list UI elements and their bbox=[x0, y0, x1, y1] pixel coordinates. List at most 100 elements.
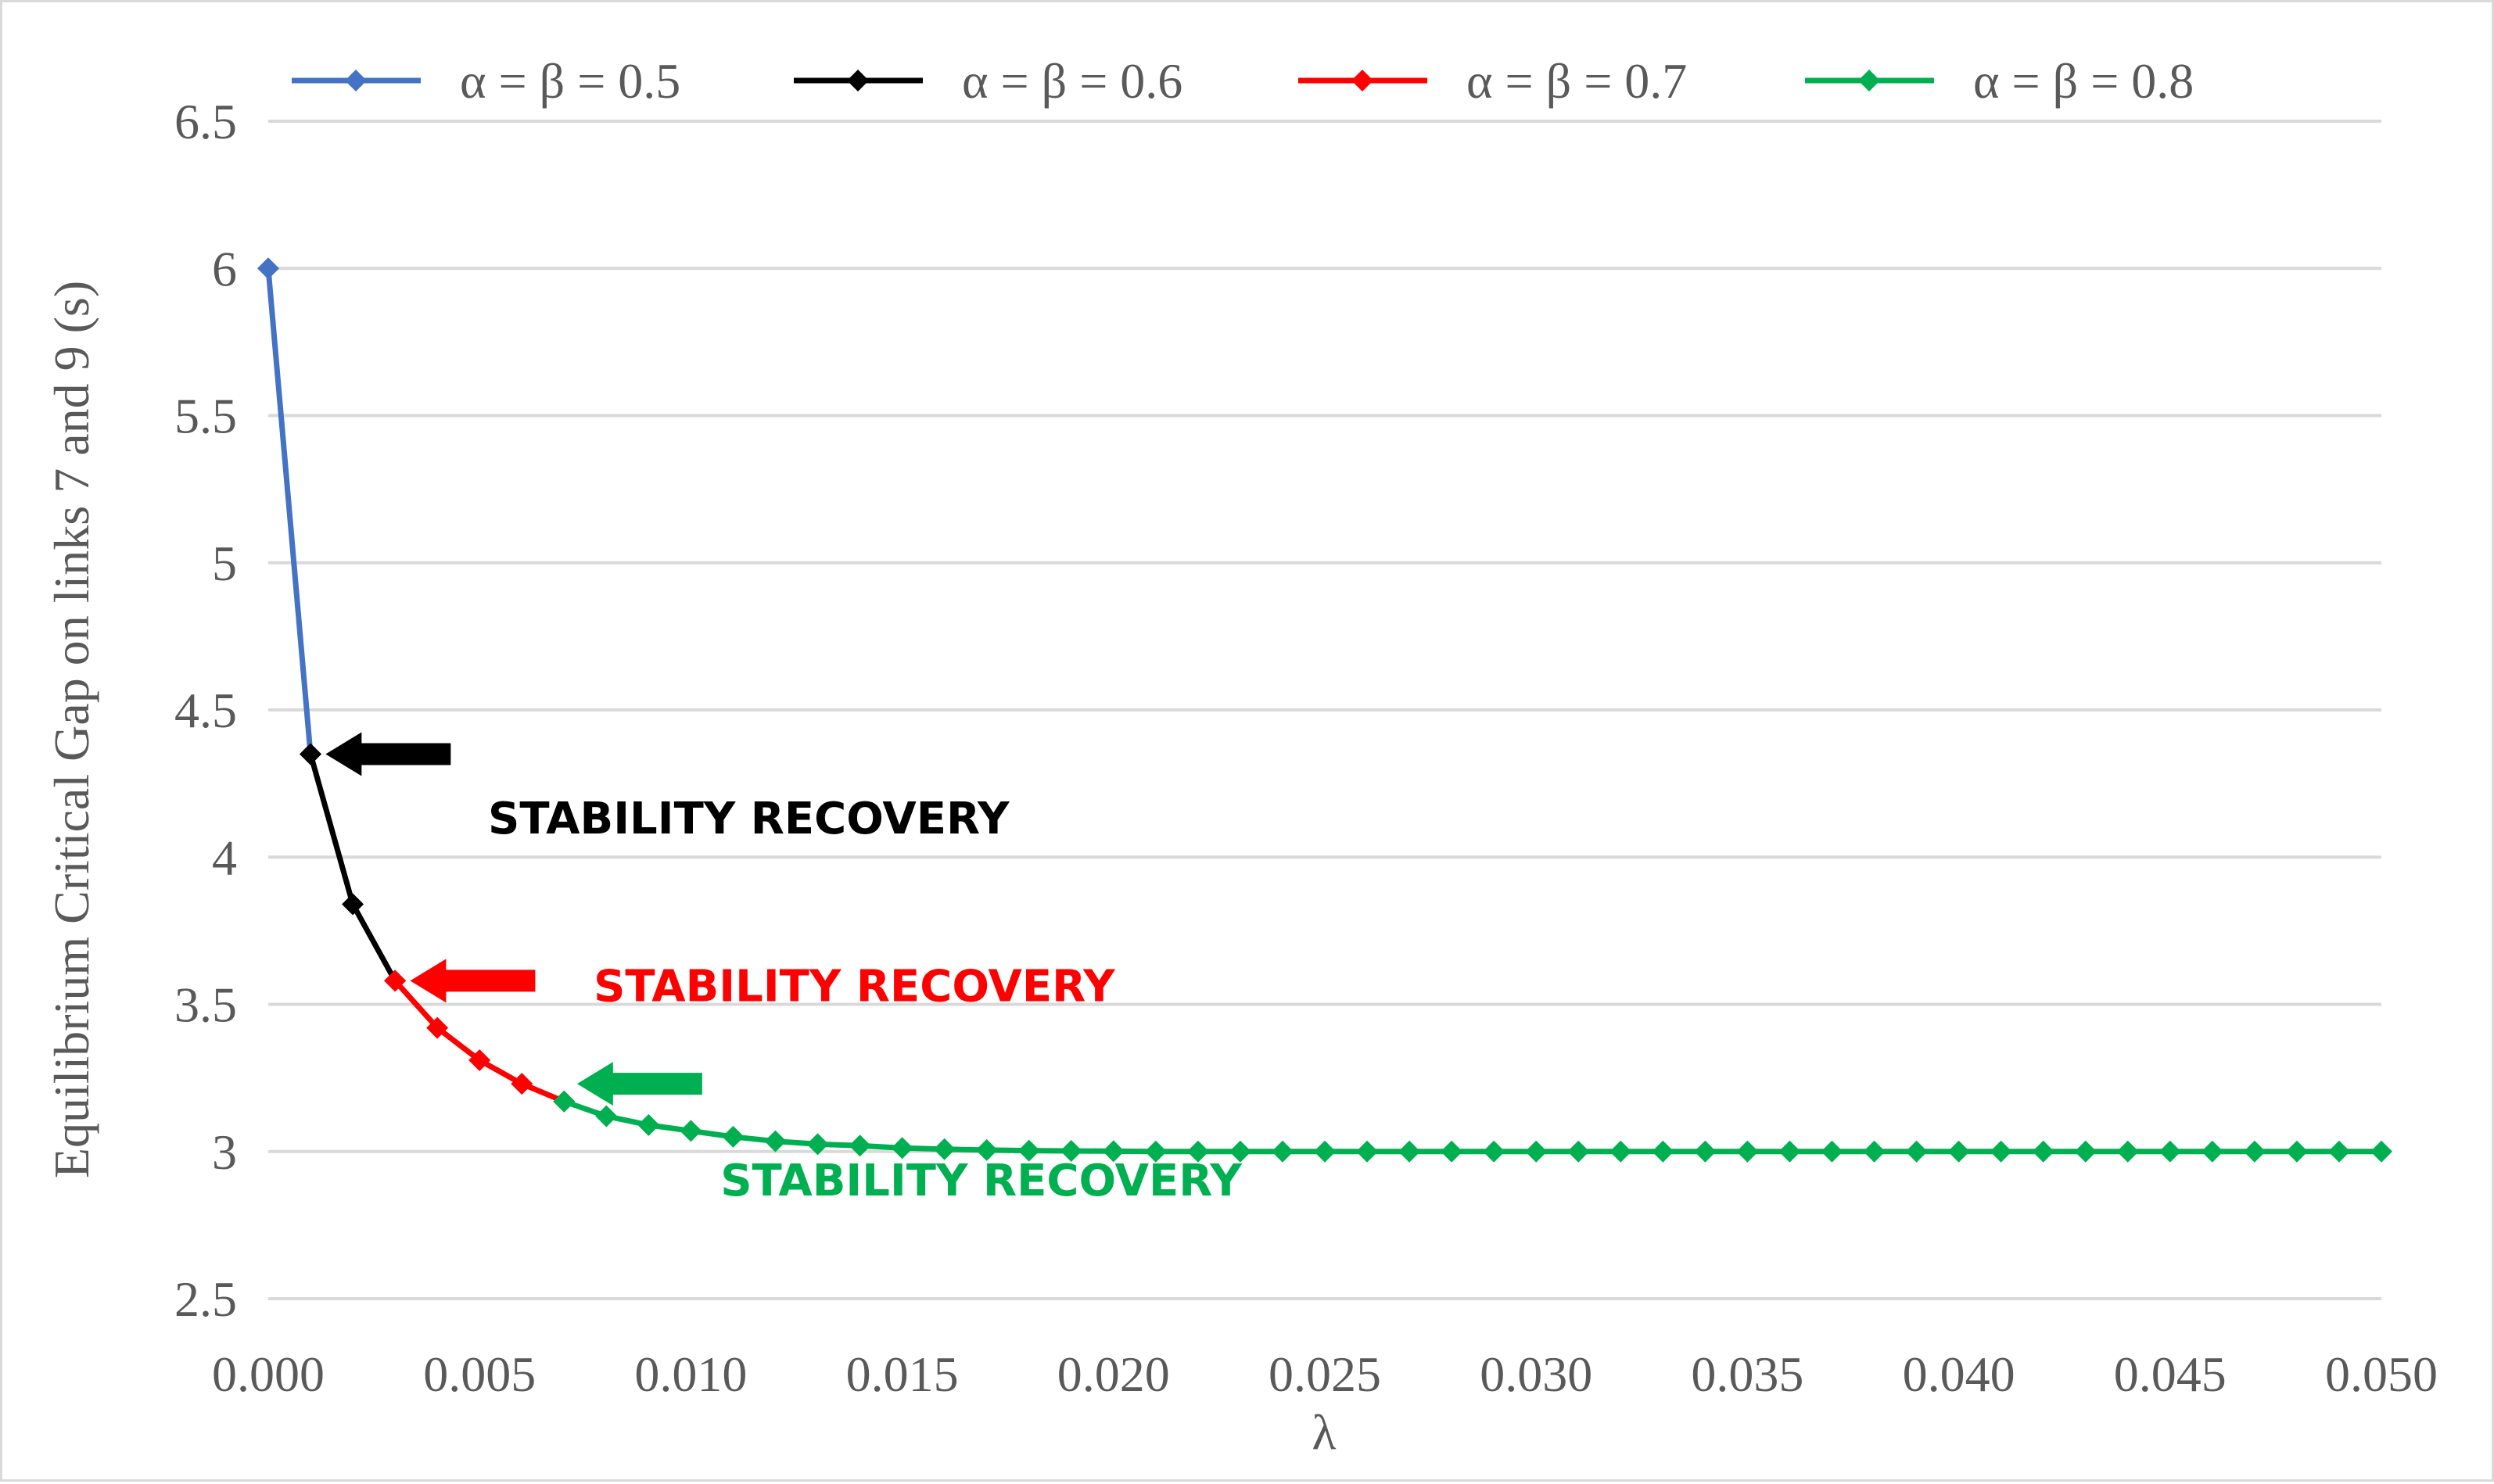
x-tick-label: 0.000 bbox=[212, 1346, 325, 1402]
series-3 bbox=[384, 970, 576, 1113]
y-axis-ticks: 2.5 3 3.5 4 4.5 5 5.5 6 6.5 bbox=[174, 94, 237, 1327]
y-tick-label: 2.5 bbox=[174, 1271, 237, 1327]
data-point bbox=[1398, 1140, 1421, 1163]
x-tick-label: 0.035 bbox=[1691, 1346, 1803, 1402]
data-point bbox=[1863, 1140, 1886, 1163]
annotation-1: STABILITY RECOVERY bbox=[325, 732, 1010, 844]
y-tick-label: 5.5 bbox=[174, 389, 237, 444]
y-axis-title: Equilibrium Critical Gap on links 7 and … bbox=[44, 281, 99, 1178]
data-point bbox=[1778, 1140, 1801, 1163]
legend-item-2: α = β = 0.6 bbox=[794, 53, 1182, 109]
data-point bbox=[300, 743, 322, 765]
data-point bbox=[1229, 1140, 1251, 1163]
data-point bbox=[1525, 1140, 1548, 1163]
data-point bbox=[2285, 1140, 2308, 1163]
legend-label: α = β = 0.8 bbox=[1973, 53, 2194, 109]
data-point bbox=[1821, 1140, 1843, 1163]
legend-item-1: α = β = 0.5 bbox=[292, 53, 680, 109]
series-line bbox=[265, 267, 314, 755]
data-point bbox=[1314, 1140, 1336, 1163]
series-lines bbox=[257, 257, 2392, 1163]
data-point bbox=[806, 1133, 829, 1156]
data-point bbox=[637, 1113, 660, 1136]
y-tick-label: 4 bbox=[212, 830, 237, 885]
x-tick-label: 0.005 bbox=[423, 1346, 536, 1402]
data-point bbox=[2116, 1140, 2139, 1163]
x-tick-label: 0.010 bbox=[634, 1346, 747, 1402]
x-tick-label: 0.040 bbox=[1903, 1346, 2015, 1402]
x-axis-title: λ bbox=[1312, 1404, 1336, 1460]
data-point bbox=[1144, 1140, 1167, 1163]
x-tick-label: 0.020 bbox=[1057, 1346, 1170, 1402]
x-tick-label: 0.030 bbox=[1480, 1346, 1592, 1402]
data-point bbox=[2370, 1140, 2392, 1163]
data-point bbox=[722, 1125, 745, 1148]
data-point bbox=[2032, 1140, 2054, 1163]
data-point bbox=[257, 257, 279, 280]
data-point bbox=[1694, 1140, 1717, 1163]
data-point bbox=[595, 1105, 618, 1127]
left-arrow bbox=[410, 959, 536, 1003]
y-tick-label: 5 bbox=[212, 536, 237, 591]
legend-marker bbox=[1351, 70, 1373, 91]
x-tick-label: 0.050 bbox=[2325, 1346, 2438, 1402]
data-point bbox=[2327, 1140, 2350, 1163]
annotation-text: STABILITY RECOVERY bbox=[594, 962, 1116, 1013]
gridlines bbox=[268, 120, 2381, 1300]
annotation-2: STABILITY RECOVERY bbox=[410, 959, 1116, 1013]
data-point bbox=[933, 1138, 956, 1160]
annotation-text: STABILITY RECOVERY bbox=[720, 1156, 1243, 1206]
data-point bbox=[764, 1130, 787, 1152]
data-point bbox=[511, 1073, 533, 1095]
series-line bbox=[393, 979, 565, 1104]
data-point bbox=[1736, 1140, 1759, 1163]
data-point bbox=[1017, 1139, 1040, 1162]
left-arrow bbox=[576, 1062, 702, 1106]
annotation-3: STABILITY RECOVERY bbox=[576, 1062, 1243, 1206]
data-point bbox=[342, 893, 364, 916]
data-point bbox=[1356, 1140, 1379, 1163]
x-tick-label: 0.045 bbox=[2114, 1346, 2227, 1402]
data-point bbox=[1567, 1140, 1590, 1163]
data-point bbox=[1652, 1140, 1674, 1163]
x-tick-label: 0.015 bbox=[846, 1346, 959, 1402]
annotations: STABILITY RECOVERY STABILITY RECOVERY STAB… bbox=[325, 732, 1243, 1206]
series-4 bbox=[553, 1090, 2392, 1163]
legend-label: α = β = 0.6 bbox=[962, 53, 1182, 109]
series-2 bbox=[300, 743, 407, 992]
legend-item-3: α = β = 0.7 bbox=[1298, 53, 1687, 109]
y-tick-label: 6 bbox=[212, 241, 237, 296]
data-point bbox=[1483, 1140, 1505, 1163]
left-arrow bbox=[325, 732, 451, 776]
data-point bbox=[1905, 1140, 1928, 1163]
legend-label: α = β = 0.5 bbox=[460, 53, 680, 109]
x-tick-label: 0.025 bbox=[1269, 1346, 1381, 1402]
annotation-text: STABILITY RECOVERY bbox=[488, 794, 1010, 844]
legend: α = β = 0.5 α = β = 0.6 α = β = 0.7 α = β =… bbox=[292, 53, 2194, 109]
y-tick-label: 3 bbox=[212, 1124, 237, 1180]
data-point bbox=[1060, 1139, 1082, 1162]
data-point bbox=[1271, 1140, 1294, 1163]
legend-marker bbox=[1858, 70, 1880, 91]
data-point bbox=[2201, 1140, 2223, 1163]
y-tick-label: 3.5 bbox=[174, 977, 237, 1033]
data-point bbox=[2243, 1140, 2266, 1163]
data-point bbox=[2158, 1140, 2181, 1163]
legend-item-4: α = β = 0.8 bbox=[1805, 53, 2194, 109]
series-line bbox=[563, 1099, 2381, 1155]
data-point bbox=[1609, 1140, 1632, 1163]
data-point bbox=[680, 1120, 702, 1142]
y-tick-label: 4.5 bbox=[174, 683, 237, 738]
data-point bbox=[1947, 1140, 1970, 1163]
data-point bbox=[849, 1135, 871, 1157]
data-point bbox=[553, 1090, 576, 1113]
x-axis-ticks: 0.000 0.005 0.010 0.015 0.020 0.025 0.030 0.035… bbox=[212, 1346, 2438, 1402]
series-line bbox=[307, 753, 398, 983]
y-tick-label: 6.5 bbox=[174, 94, 237, 149]
data-point bbox=[1186, 1140, 1209, 1163]
data-point bbox=[891, 1137, 913, 1160]
data-point bbox=[2074, 1140, 2097, 1163]
data-point bbox=[384, 970, 407, 992]
